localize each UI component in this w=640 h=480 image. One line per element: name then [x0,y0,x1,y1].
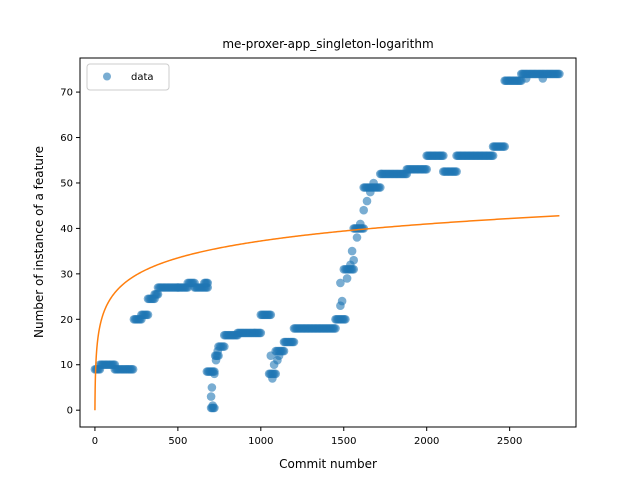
data-point [208,401,217,410]
data-point [352,233,362,242]
data-point [266,310,276,320]
x-tick-label: 2500 [497,436,522,447]
legend-label-data: data [131,72,154,83]
data-point [266,351,276,361]
plot-area [90,69,564,413]
fit-line [94,215,560,411]
data-point [206,392,216,401]
data-point [213,346,222,356]
data-point [376,183,385,192]
data-point [521,74,531,83]
data-point [289,337,299,347]
data-point [488,151,498,160]
y-axis-ticks: 0 10 20 30 40 50 60 70 [60,88,80,417]
x-tick-label: 500 [168,436,187,447]
chart-title: me-proxer-app_singleton-logarithm [222,37,433,51]
x-tick-label: 0 [92,436,98,447]
y-tick-label: 70 [60,88,73,99]
legend: data [86,63,170,91]
x-tick-label: 1000 [248,436,273,447]
legend-marker-data [103,72,111,81]
data-point [341,315,350,324]
data-point [331,324,340,333]
data-point [203,278,212,288]
data-point [356,219,365,229]
data-point [336,278,345,288]
data-point [347,246,357,256]
x-tick-label: 1500 [331,436,356,447]
data-point [342,274,352,283]
data-point [349,255,359,265]
data-point [274,351,284,361]
x-tick-label: 2000 [414,436,439,447]
data-point [422,165,432,174]
data-point [339,265,349,274]
data-point [210,369,219,379]
legend-box [86,63,170,91]
y-tick-label: 60 [60,133,73,144]
data-point [207,383,217,392]
data-point [369,178,378,188]
y-tick-label: 30 [60,269,73,280]
data-point [362,196,372,206]
x-axis-label: Commit number [279,457,377,471]
x-axis-ticks: 0 500 1000 1500 2000 2500 [92,427,522,447]
data-point [153,290,163,299]
data-point [439,151,448,160]
y-tick-label: 50 [60,178,73,189]
data-point [268,374,277,383]
y-tick-label: 0 [67,406,73,417]
data-point [256,328,266,338]
data-point [500,142,510,151]
data-point [211,355,221,365]
data-point [538,74,548,83]
data-point [555,69,564,79]
y-tick-label: 20 [60,315,73,326]
y-axis-label: Number of instance of a feature [32,146,46,338]
data-point [452,167,461,176]
data-point [220,342,229,351]
data-point [359,205,369,215]
y-tick-label: 10 [60,360,73,371]
axes-frame [79,57,577,428]
y-tick-label: 40 [60,224,73,235]
data-point [366,187,375,197]
data-point [128,365,138,374]
data-point [337,296,347,306]
data-point [143,310,153,320]
